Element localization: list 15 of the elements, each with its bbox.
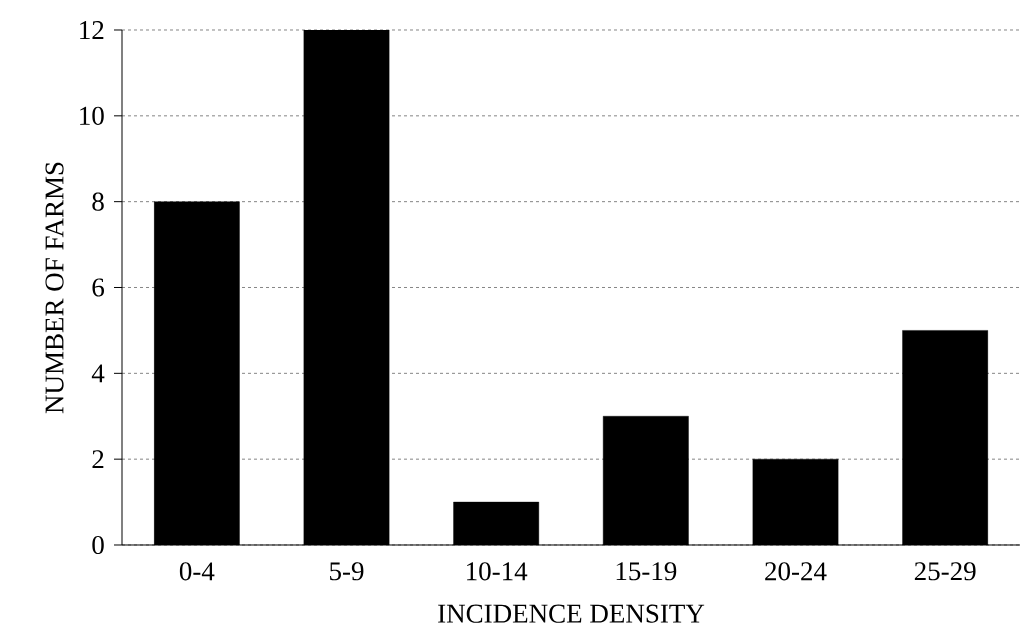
y-tick-label: 6 xyxy=(92,278,105,297)
y-axis-title: NUMBER OF FARMS xyxy=(45,162,64,414)
x-tick-label: 25-29 xyxy=(914,562,976,581)
y-tick-label: 8 xyxy=(92,192,104,211)
y-tick-label: 12 xyxy=(80,21,104,40)
x-axis-title: INCIDENCE DENSITY xyxy=(438,604,705,623)
y-tick-label: 10 xyxy=(80,106,104,126)
y-tick-label: 2 xyxy=(92,450,104,469)
x-tick-label: 0-4 xyxy=(179,562,215,581)
y-tick-label: 0 xyxy=(92,536,104,555)
x-tick-label: 20-24 xyxy=(765,562,827,581)
x-tick-label: 10-14 xyxy=(467,562,528,581)
x-tick-label: 5-9 xyxy=(330,562,364,581)
y-tick-label: 4 xyxy=(91,364,105,383)
x-tick-label: 15-19 xyxy=(616,562,677,581)
